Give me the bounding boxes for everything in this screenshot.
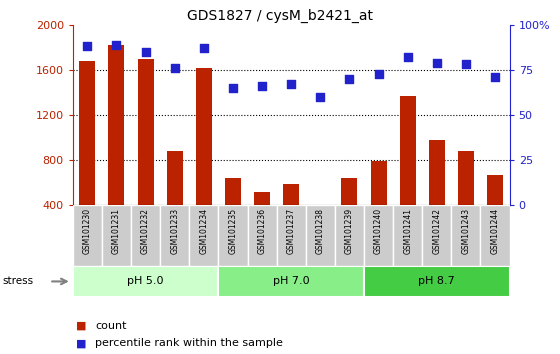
Point <box>199 45 208 51</box>
Text: GSM101240: GSM101240 <box>374 208 383 255</box>
Bar <box>400 96 416 205</box>
Text: GSM101242: GSM101242 <box>432 208 441 254</box>
Text: GSM101238: GSM101238 <box>316 208 325 254</box>
Bar <box>364 266 510 297</box>
Text: GSM101236: GSM101236 <box>258 208 267 255</box>
Point <box>258 83 267 89</box>
Text: stress: stress <box>3 276 34 286</box>
Text: GSM101244: GSM101244 <box>491 208 500 255</box>
Bar <box>218 205 248 266</box>
Bar <box>283 184 299 205</box>
Point <box>345 76 354 82</box>
Bar <box>422 205 451 266</box>
Bar <box>73 266 218 297</box>
Text: GSM101231: GSM101231 <box>112 208 121 254</box>
Text: GSM101243: GSM101243 <box>461 208 470 255</box>
Bar <box>277 205 306 266</box>
Bar <box>458 151 474 205</box>
Bar <box>306 205 335 266</box>
Text: GSM101234: GSM101234 <box>199 208 208 255</box>
Bar <box>451 205 480 266</box>
Bar <box>364 205 393 266</box>
Bar <box>80 61 95 205</box>
Point <box>170 65 179 71</box>
Text: GSM101235: GSM101235 <box>228 208 237 255</box>
Point <box>374 71 383 76</box>
Text: ■: ■ <box>76 338 86 348</box>
Bar <box>487 175 503 205</box>
Point <box>228 85 237 91</box>
Bar <box>312 205 328 209</box>
Bar <box>480 205 510 266</box>
Point <box>432 60 441 65</box>
Point <box>491 74 500 80</box>
Bar <box>335 205 364 266</box>
Text: pH 8.7: pH 8.7 <box>418 276 455 286</box>
Point <box>112 42 121 47</box>
Bar <box>342 178 357 205</box>
Bar <box>218 266 364 297</box>
Bar <box>73 205 102 266</box>
Bar <box>131 205 160 266</box>
Bar <box>196 68 212 205</box>
Bar <box>225 178 241 205</box>
Text: GSM101233: GSM101233 <box>170 208 179 255</box>
Text: GSM101237: GSM101237 <box>287 208 296 255</box>
Bar <box>102 205 131 266</box>
Text: pH 5.0: pH 5.0 <box>127 276 164 286</box>
Text: GSM101239: GSM101239 <box>345 208 354 255</box>
Text: percentile rank within the sample: percentile rank within the sample <box>95 338 283 348</box>
Bar <box>371 161 386 205</box>
Bar <box>167 151 183 205</box>
Text: GSM101230: GSM101230 <box>83 208 92 255</box>
Bar <box>109 45 124 205</box>
Bar <box>393 205 422 266</box>
Text: count: count <box>95 321 127 331</box>
Point <box>83 44 92 49</box>
Text: ■: ■ <box>76 321 86 331</box>
Bar <box>429 140 445 205</box>
Point <box>316 94 325 100</box>
Text: GSM101232: GSM101232 <box>141 208 150 254</box>
Text: pH 7.0: pH 7.0 <box>273 276 310 286</box>
Point <box>141 49 150 55</box>
Bar <box>254 192 270 205</box>
Point <box>461 62 470 67</box>
Bar <box>189 205 218 266</box>
Bar <box>248 205 277 266</box>
Bar <box>138 59 153 205</box>
Bar <box>160 205 189 266</box>
Text: GDS1827 / cysM_b2421_at: GDS1827 / cysM_b2421_at <box>187 9 373 23</box>
Text: GSM101241: GSM101241 <box>403 208 412 254</box>
Point <box>287 81 296 87</box>
Point <box>403 55 412 60</box>
